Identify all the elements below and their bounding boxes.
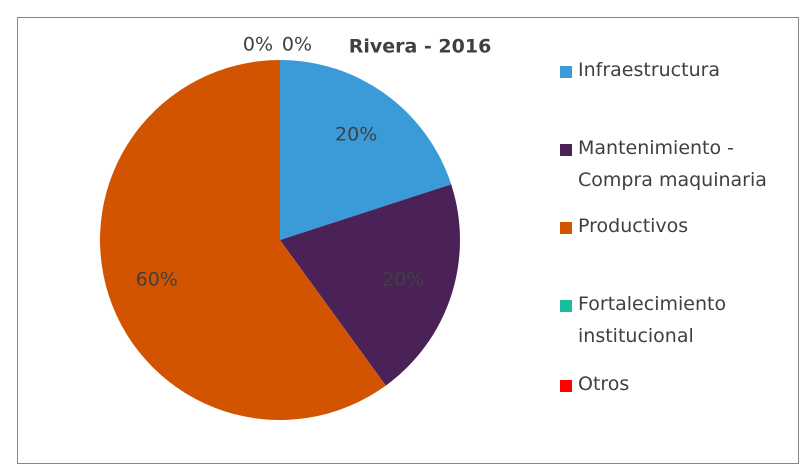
pie-slice: [280, 60, 452, 240]
legend-swatch: [560, 144, 572, 156]
legend-label: Productivos: [578, 215, 689, 237]
data-label: 0%: [282, 34, 312, 56]
legend-swatch: [560, 222, 572, 234]
legend-label: Infraestructura: [578, 59, 721, 81]
data-label: 60%: [136, 269, 178, 291]
data-label: 20%: [335, 124, 377, 146]
pie-slice: [99, 60, 386, 421]
legend-swatch: [560, 66, 572, 78]
data-label: 20%: [382, 269, 424, 291]
data-label: 0%: [243, 34, 273, 56]
pie-slice: [280, 184, 460, 386]
legend-label: Mantenimiento - Compra maquinaria: [578, 137, 767, 191]
legend-label: Fortalecimiento institucional: [578, 293, 727, 347]
chart-title: Rivera - 2016: [349, 36, 492, 58]
legend-label: Otros: [578, 373, 630, 395]
legend-swatch: [560, 380, 572, 392]
legend-swatch: [560, 300, 572, 312]
